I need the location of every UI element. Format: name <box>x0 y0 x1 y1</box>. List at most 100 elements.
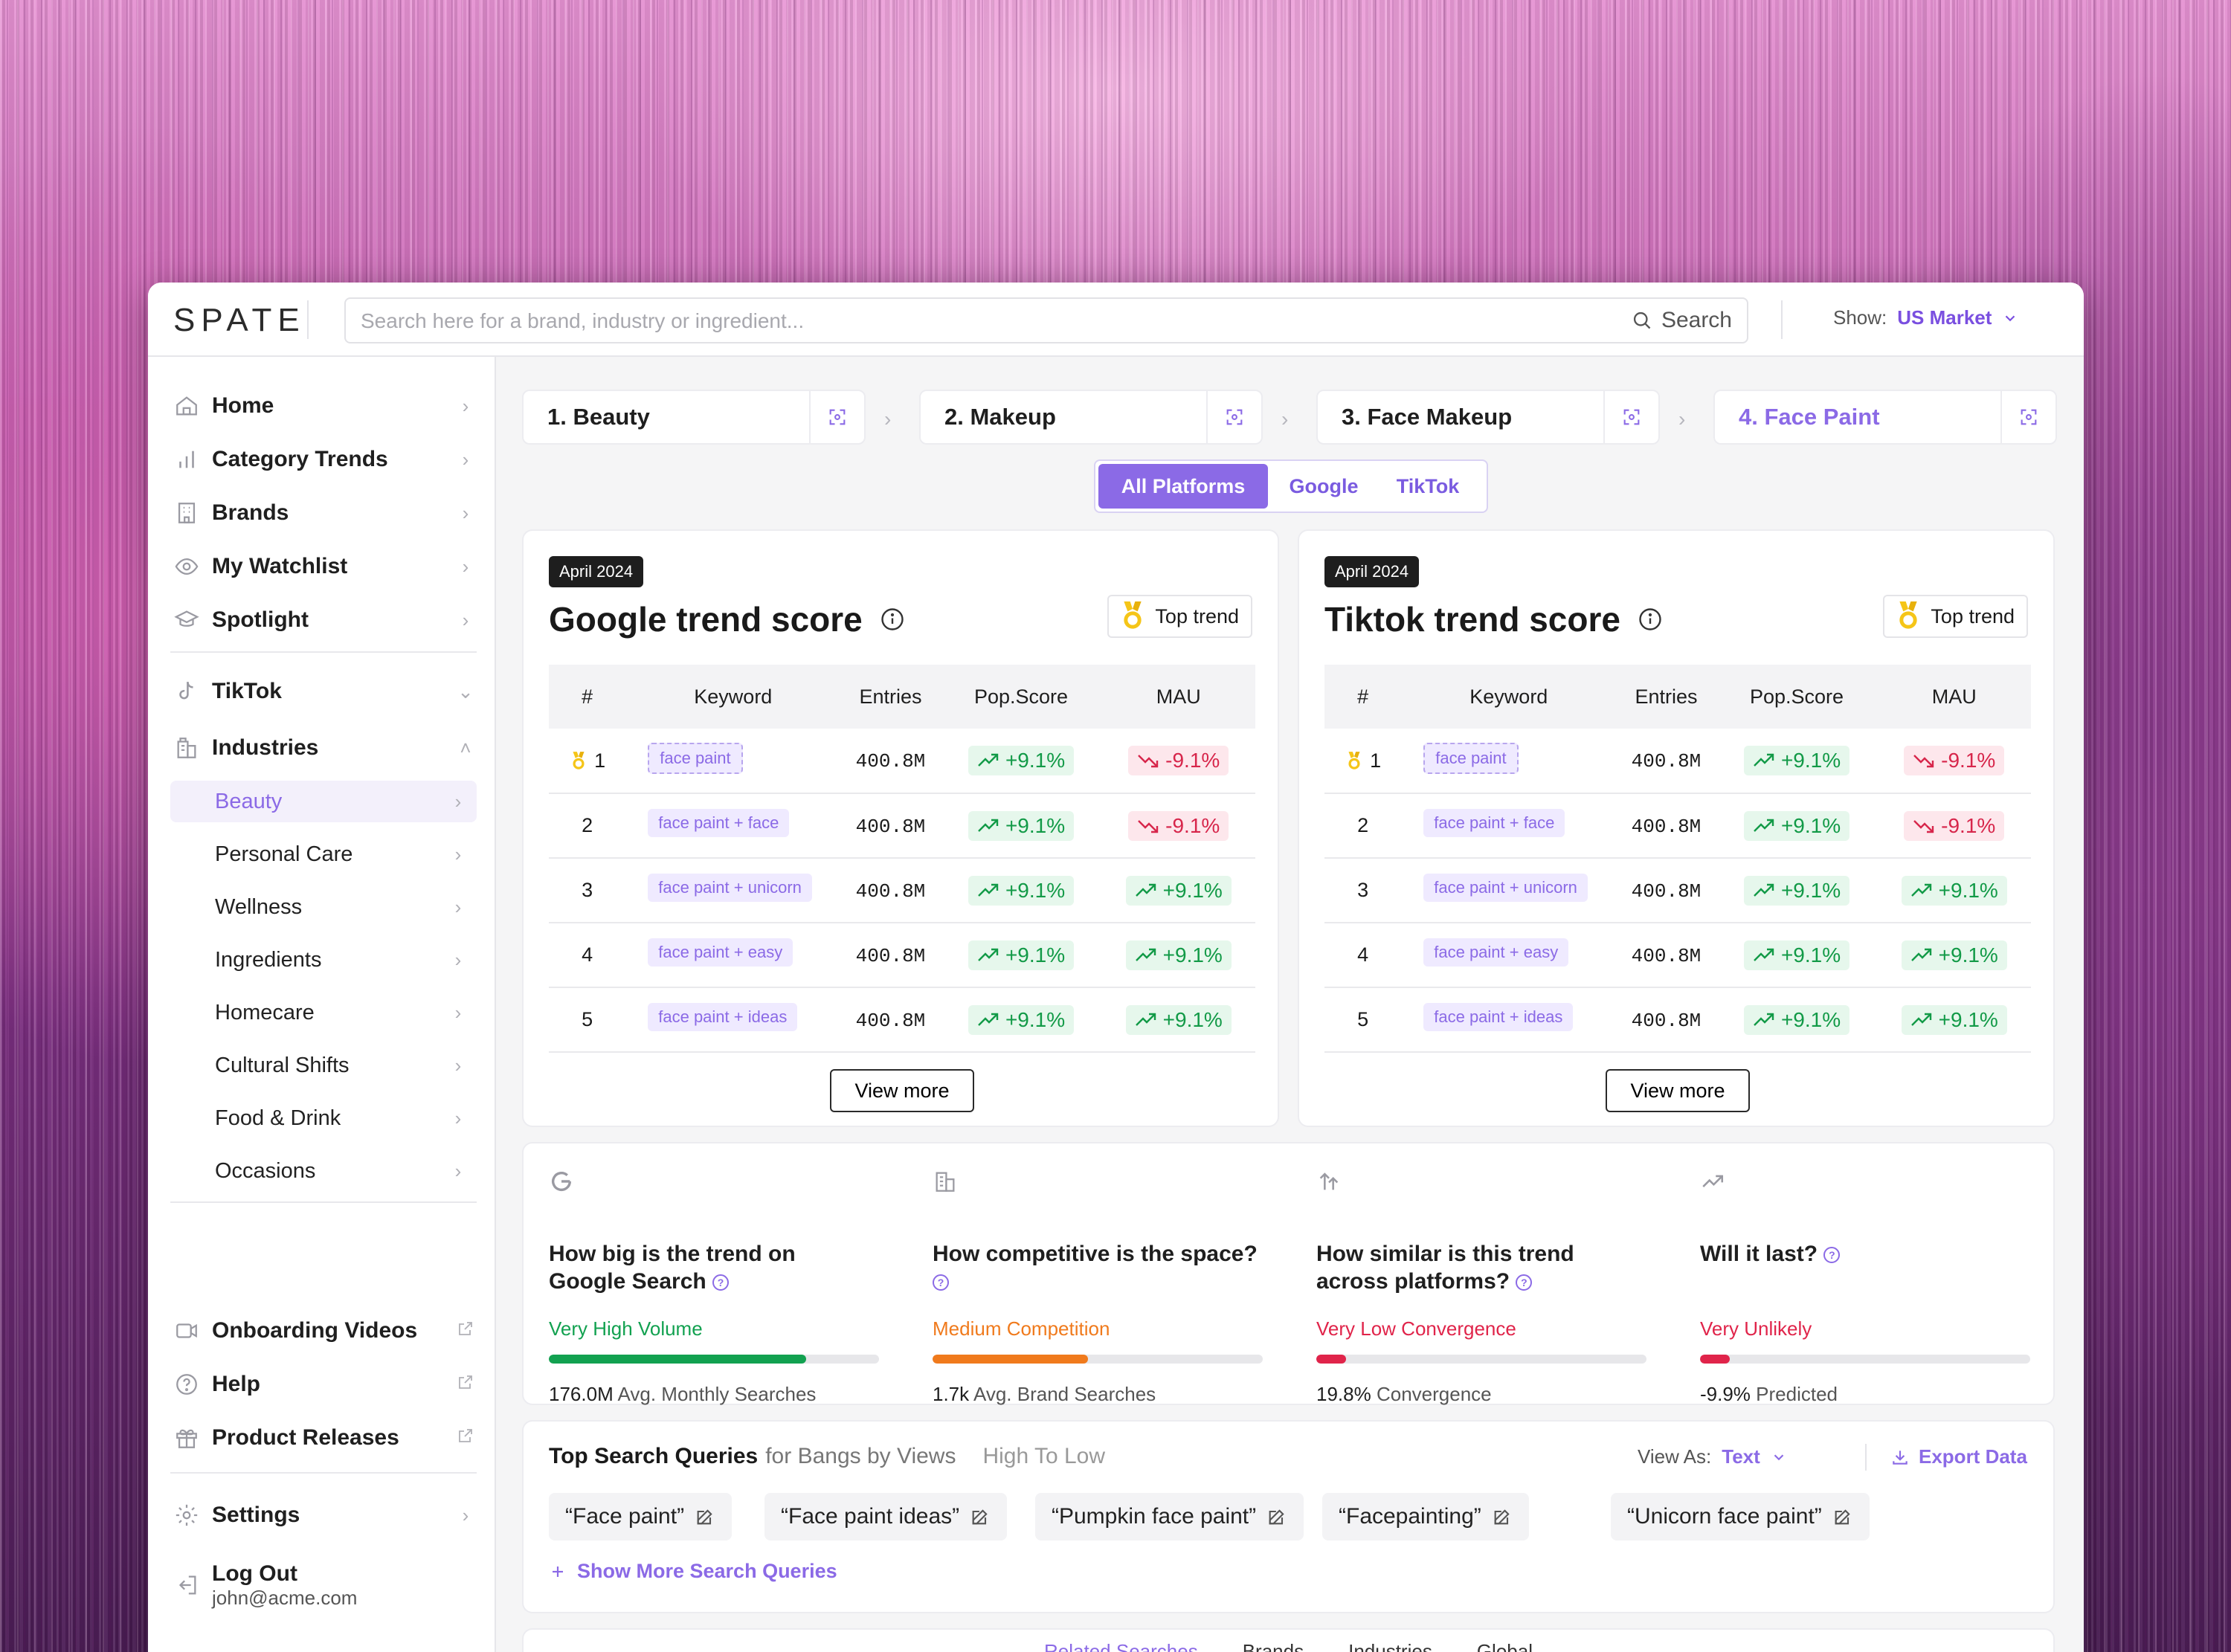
expand-icon[interactable] <box>1603 391 1658 443</box>
external-link-icon <box>454 1427 477 1450</box>
sidebar-subitem-cultural-shifts[interactable]: Cultural Shifts › <box>170 1045 477 1086</box>
sidebar-subitem-wellness[interactable]: Wellness › <box>170 886 477 928</box>
help-icon[interactable]: ? <box>1823 1247 1841 1264</box>
breadcrumb-face-paint[interactable]: 4. Face Paint <box>1713 390 2057 445</box>
table-row[interactable]: 3 face paint + unicorn 400.8M +9.1% +9.1% <box>549 858 1255 923</box>
rank-cell: 5 <box>1324 987 1402 1053</box>
mau-chip: +9.1% <box>1901 1004 2007 1035</box>
breadcrumb-makeup[interactable]: 2. Makeup <box>919 390 1263 445</box>
pop-score-chip: +9.1% <box>1743 810 1850 841</box>
view-as-select[interactable]: View As: Text <box>1638 1445 1787 1468</box>
sidebar-subitem-personal-care[interactable]: Personal Care › <box>170 833 477 875</box>
divider <box>1865 1444 1867 1471</box>
video-icon <box>172 1316 202 1346</box>
sidebar-item-logout[interactable]: Log Out john@acme.com <box>172 1554 477 1616</box>
table-row[interactable]: 1 face paint 400.8M +9.1% -9.1% <box>1324 729 2031 794</box>
help-icon[interactable]: ? <box>933 1274 949 1291</box>
sidebar-item-spotlight[interactable]: Spotlight › <box>172 599 477 641</box>
search-box[interactable]: Search <box>344 297 1748 343</box>
query-chip[interactable]: “Unicorn face paint” <box>1611 1493 1870 1540</box>
market-select[interactable]: Show: US Market <box>1833 306 2018 329</box>
table-row[interactable]: 2 face paint + face 400.8M +9.1% -9.1% <box>549 793 1255 859</box>
table-row[interactable]: 5 face paint + ideas 400.8M +9.1% +9.1% <box>1324 987 2031 1053</box>
table-header-row: # Keyword Entries Pop.Score MAU <box>1324 665 2031 729</box>
table-row[interactable]: 5 face paint + ideas 400.8M +9.1% +9.1% <box>549 987 1255 1053</box>
help-icon[interactable]: ? <box>1516 1274 1533 1291</box>
keyword-tag[interactable]: face paint + easy <box>1423 938 1569 967</box>
query-chip[interactable]: “Face paint ideas” <box>764 1493 1008 1540</box>
keyword-tag[interactable]: face paint + easy <box>648 938 793 967</box>
table-row[interactable]: 4 face paint + easy 400.8M +9.1% +9.1% <box>549 923 1255 988</box>
keyword-tag[interactable]: face paint + face <box>1423 809 1565 837</box>
keyword-tag[interactable]: face paint <box>648 742 743 774</box>
sidebar-item-home[interactable]: Home › <box>172 385 477 427</box>
info-icon[interactable] <box>1637 606 1664 633</box>
platform-all[interactable]: All Platforms <box>1098 464 1268 509</box>
keyword-tag[interactable]: face paint + ideas <box>648 1003 798 1031</box>
breadcrumb-face-makeup[interactable]: 3. Face Makeup <box>1316 390 1660 445</box>
mau-chip: -9.1% <box>1904 810 2005 841</box>
expand-icon[interactable] <box>2000 391 2055 443</box>
table-row[interactable]: 4 face paint + easy 400.8M +9.1% +9.1% <box>1324 923 2031 988</box>
pop-score-chip: +9.1% <box>968 1004 1075 1035</box>
sidebar-item-tiktok[interactable]: TikTok ⌄ <box>172 671 477 712</box>
platform-google[interactable]: Google <box>1289 474 1359 497</box>
edit-icon[interactable] <box>695 1506 715 1527</box>
sidebar-item-industries[interactable]: Industries ˄ <box>172 727 477 769</box>
sidebar-item-watchlist[interactable]: My Watchlist › <box>172 546 477 587</box>
query-chip[interactable]: “Pumpkin face paint” <box>1035 1493 1304 1540</box>
sidebar-item-settings[interactable]: Settings › <box>172 1494 477 1536</box>
metric-convergence: How similar is this trend across platfor… <box>1316 1169 1646 1405</box>
table-header: Keyword <box>1401 665 1617 729</box>
keyword-tag[interactable]: face paint + ideas <box>1423 1003 1574 1031</box>
export-data-button[interactable]: Export Data <box>1890 1445 2027 1468</box>
expand-icon[interactable] <box>1206 391 1261 443</box>
breadcrumb-beauty[interactable]: 1. Beauty <box>522 390 866 445</box>
platform-tiktok[interactable]: TikTok <box>1396 474 1460 497</box>
help-icon[interactable]: ? <box>712 1274 730 1291</box>
sidebar-subitem-beauty[interactable]: Beauty › <box>170 781 477 822</box>
pop-score-value: +9.1% <box>1005 813 1066 837</box>
sidebar-subitem-ingredients[interactable]: Ingredients › <box>170 939 477 981</box>
entries-value: 400.8M <box>1631 944 1702 967</box>
view-more-button[interactable]: View more <box>1606 1069 1750 1112</box>
table-row[interactable]: 2 face paint + face 400.8M +9.1% -9.1% <box>1324 793 2031 859</box>
sidebar-item-help[interactable]: Help <box>172 1364 477 1405</box>
expand-icon[interactable] <box>809 391 864 443</box>
tab-global[interactable]: Global <box>1476 1640 1533 1652</box>
edit-icon[interactable] <box>1266 1506 1287 1527</box>
info-icon[interactable] <box>879 606 906 633</box>
tab-related-searches[interactable]: Related Searches <box>1044 1640 1198 1652</box>
keyword-tag[interactable]: face paint + unicorn <box>648 874 812 902</box>
sidebar-item-product-releases[interactable]: Product Releases <box>172 1417 477 1459</box>
tiktok-icon <box>172 677 202 706</box>
search-button[interactable]: Search <box>1632 308 1732 333</box>
table-header: # <box>549 665 626 729</box>
sidebar-subitem-food-drink[interactable]: Food & Drink › <box>170 1097 477 1139</box>
table-row[interactable]: 1 face paint 400.8M +9.1% -9.1% <box>549 729 1255 794</box>
tab-brands[interactable]: Brands <box>1242 1640 1304 1652</box>
sidebar-item-onboarding-videos[interactable]: Onboarding Videos <box>172 1310 477 1352</box>
queries-sort[interactable]: High To Low <box>982 1444 1106 1468</box>
sidebar-subitem-homecare[interactable]: Homecare › <box>170 992 477 1033</box>
buildings-icon <box>936 1172 955 1192</box>
table-row[interactable]: 3 face paint + unicorn 400.8M +9.1% +9.1% <box>1324 858 2031 923</box>
tab-industries[interactable]: Industries <box>1348 1640 1432 1652</box>
keyword-tag[interactable]: face paint <box>1423 742 1519 774</box>
sidebar-item-brands[interactable]: Brands › <box>172 492 477 534</box>
chevron-right-icon: › <box>462 501 469 524</box>
query-chip[interactable]: “Face paint” <box>549 1493 733 1540</box>
view-more-button[interactable]: View more <box>830 1069 974 1112</box>
table-header: # <box>1324 665 1402 729</box>
edit-icon[interactable] <box>1832 1506 1853 1527</box>
sidebar-subitem-occasions[interactable]: Occasions › <box>170 1150 477 1192</box>
edit-icon[interactable] <box>970 1506 991 1527</box>
sidebar-item-category-trends[interactable]: Category Trends › <box>172 439 477 480</box>
edit-icon[interactable] <box>1492 1506 1513 1527</box>
query-chip[interactable]: “Facepainting” <box>1322 1493 1529 1540</box>
logo[interactable]: SPATE <box>173 302 306 338</box>
show-more-queries-button[interactable]: Show More Search Queries <box>549 1560 837 1583</box>
keyword-tag[interactable]: face paint + face <box>648 809 790 837</box>
keyword-tag[interactable]: face paint + unicorn <box>1423 874 1588 902</box>
search-input[interactable] <box>361 306 1551 336</box>
